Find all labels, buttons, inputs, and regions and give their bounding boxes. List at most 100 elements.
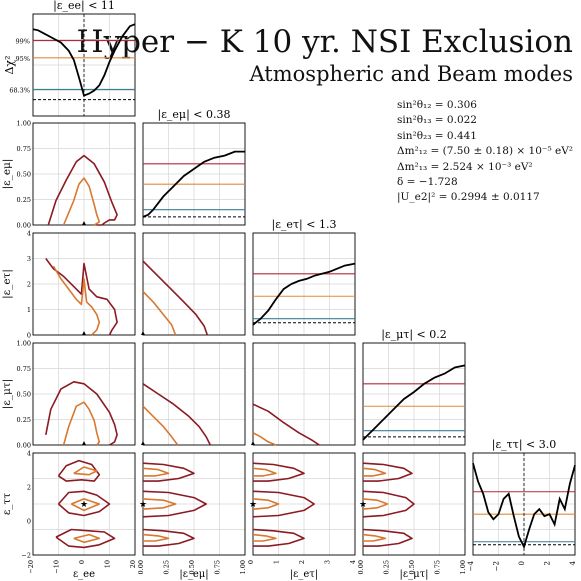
contour-inner	[252, 533, 277, 542]
chi2-curve	[472, 462, 576, 550]
param-dm2-12: Δm²₁₂ = (7.50 ± 0.18) × 10⁻⁵ eV²	[397, 145, 573, 158]
y-tick-label: 2	[27, 484, 31, 492]
param-sin2-theta23: sin²θ₂₃ = 0.441	[397, 129, 477, 142]
param-sin2-theta12: sin²θ₁₂ = 0.306	[397, 99, 477, 111]
panel-diag-etau: |ε_eτ| < 1.3	[252, 218, 356, 336]
x-tick-label: 0.50	[408, 560, 416, 574]
y-axis-label: |ε_eμ|	[1, 159, 14, 190]
x-tick-label: 1.00	[239, 560, 247, 574]
y-tick-label: 0.25	[17, 196, 31, 204]
contour-outer	[362, 490, 415, 518]
bestfit-star: ★	[249, 500, 257, 510]
x-tick-label: −4	[467, 560, 475, 571]
y-axis-label: |ε_eτ|	[1, 269, 14, 299]
y-tick-label: 0.75	[17, 145, 31, 153]
y-tick-label: −2	[21, 552, 31, 560]
contour-outer	[45, 258, 118, 336]
panel-emu-vs-ee: 0.00 0.25 0.50 0.75 1.00 |ε_eμ|	[1, 120, 136, 230]
bestfit-star: ★	[139, 500, 147, 510]
contour-inner	[252, 498, 280, 510]
x-tick-label: 0.25	[383, 560, 391, 574]
y-axis-label: Δχ²	[3, 55, 16, 74]
panel-frame	[362, 452, 466, 556]
param-dm2-13: Δm²₁₃ = 2.524 × 10⁻³ eV²	[397, 160, 533, 173]
panel-mutau-vs-emu	[141, 342, 246, 446]
x-tick-label: 4	[569, 560, 577, 565]
bestfit-marker	[141, 331, 145, 335]
bestfit-marker	[82, 221, 86, 225]
x-tick-label: 10	[104, 560, 112, 568]
contour-inner	[70, 498, 101, 512]
y-tick-label: 0.25	[17, 416, 31, 424]
contour-inner	[362, 533, 387, 542]
panel-frame	[362, 342, 466, 446]
x-tick-label: 0	[518, 561, 526, 565]
contour-inner	[362, 498, 389, 510]
panel-diag-mutau: |ε_μτ| < 0.2	[362, 328, 466, 446]
contour-outer	[47, 154, 118, 226]
contour-outer	[252, 403, 320, 446]
bestfit-star: ★	[80, 500, 88, 510]
x-tick-label: −2	[493, 561, 501, 571]
panel-frame	[142, 452, 246, 556]
x-tick-label: 0.00	[357, 560, 365, 574]
contour-inner	[142, 467, 170, 477]
y-tick-label: 1.00	[17, 120, 31, 128]
panel-etau-vs-ee: 0 1 2 3 4 |ε_eτ|	[1, 230, 136, 340]
y-tick-label: 4	[27, 450, 31, 458]
y-tick-label: 1.00	[17, 340, 31, 348]
contour-inner	[142, 498, 177, 510]
y-tick-label: 3	[27, 255, 31, 263]
panel-mutau-vs-etau	[251, 342, 356, 446]
panel-diag-ee: |ε_ee| < 11 99% 95% 68.3% Δχ²	[3, 0, 136, 117]
contour-outer	[142, 528, 195, 547]
x-axis-label: |ε_eμ|	[179, 569, 208, 580]
bestfit-marker	[82, 331, 86, 335]
y-tick-label: 0	[27, 332, 31, 340]
contour-inner	[73, 533, 101, 544]
panel-frame	[142, 122, 246, 226]
x-axis-label: ε_ee	[73, 569, 95, 580]
panel-title: |ε_μτ| < 0.2	[381, 328, 447, 342]
contour-inner	[252, 467, 277, 477]
contour-inner	[362, 467, 387, 477]
x-tick-label: −10	[53, 560, 61, 574]
panel-frame	[252, 342, 356, 446]
panel-diag-tautau: |ε_ττ| < 3.0 −4 −2 0 2 4	[467, 438, 577, 571]
y-tick-label: 0	[27, 518, 31, 526]
contour-inner	[142, 405, 179, 446]
chi2-curve	[142, 150, 245, 218]
x-tick-label: 2	[544, 561, 552, 565]
panel-frame	[252, 452, 356, 556]
contour-outer	[57, 490, 111, 517]
figure-subtitle: Atmospheric and Beam modes	[249, 62, 574, 86]
panel-title: |ε_ee| < 11	[53, 0, 115, 13]
panel-tautau-vs-emu: ★ 0.00 0.25 0.50 0.75 1.00 |ε_eμ|	[137, 452, 247, 580]
param-sin2-theta13: sin²θ₁₃ = 0.022	[397, 114, 477, 127]
x-tick-label: 4	[349, 560, 357, 564]
contour-inner	[62, 401, 101, 446]
bestfit-marker	[141, 441, 145, 445]
x-axis-label: |ε_eτ|	[290, 569, 318, 580]
y-tick-label: 2	[27, 281, 31, 289]
contour-outer	[142, 260, 209, 336]
x-tick-label: 3	[324, 560, 332, 564]
contour-inner	[62, 177, 101, 226]
contour-inner	[73, 466, 98, 476]
contour-outer	[252, 462, 305, 482]
x-axis-label: |ε_μτ|	[400, 569, 429, 580]
y-tick-label: 0.50	[17, 171, 31, 179]
panel-title: |ε_eμ| < 0.38	[158, 108, 231, 122]
contour-inner	[142, 291, 177, 336]
x-tick-label: 1.00	[459, 560, 467, 574]
x-tick-label: 1	[273, 560, 281, 564]
contour-outer	[142, 462, 195, 482]
chi2-curve	[362, 364, 466, 441]
chi2-curve	[32, 23, 136, 97]
contour-outer	[45, 380, 118, 446]
figure-title: Hyper − K 10 yr. NSI Exclusion	[76, 24, 573, 60]
contour-outer	[57, 459, 101, 482]
x-tick-label: 0.00	[137, 560, 145, 574]
